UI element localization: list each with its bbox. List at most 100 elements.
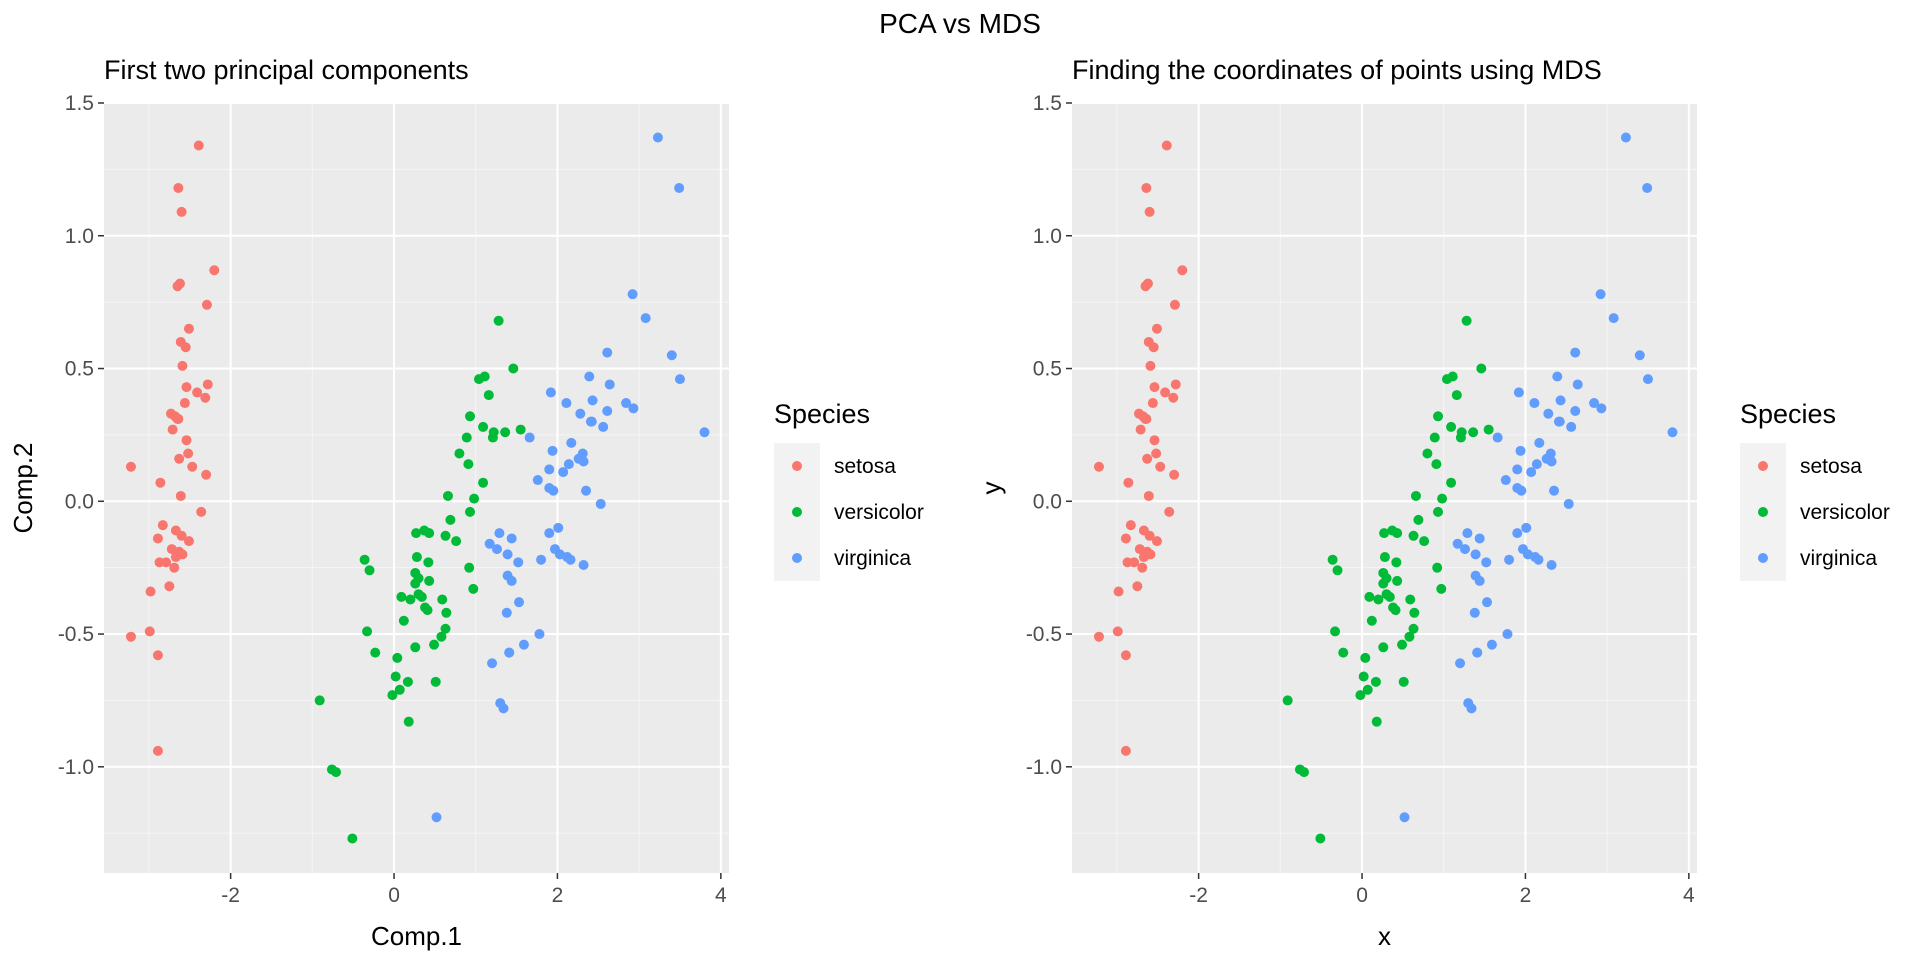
data-point-versicolor [1355, 690, 1366, 701]
data-point-versicolor [362, 626, 373, 637]
data-point-virginica [504, 647, 515, 658]
series-versicolor [314, 315, 526, 844]
data-point-setosa [152, 745, 163, 756]
data-point-setosa [176, 530, 187, 541]
data-point-versicolor [430, 676, 441, 687]
data-point-virginica [1534, 437, 1545, 448]
x-axis-title: x [1378, 921, 1391, 951]
data-point-setosa [181, 382, 192, 393]
data-point-virginica [536, 554, 547, 565]
x-tick-label: 2 [552, 884, 564, 907]
series-setosa [1093, 140, 1188, 756]
data-point-virginica [575, 408, 586, 419]
data-point-versicolor [1461, 315, 1472, 326]
y-tick-label: 1.5 [65, 92, 94, 115]
data-point-versicolor [474, 374, 484, 385]
x-tick-label: 2 [1520, 884, 1532, 907]
data-point-setosa [157, 520, 168, 531]
data-point-versicolor [396, 591, 407, 602]
data-point-setosa [1151, 536, 1162, 547]
data-point-virginica [501, 607, 512, 618]
data-point-virginica [602, 406, 613, 416]
y-tick-label: 1.5 [1033, 92, 1062, 115]
data-point-setosa [177, 360, 188, 371]
data-point-setosa [1113, 586, 1124, 597]
data-point-virginica [1620, 132, 1631, 143]
data-point-setosa [201, 469, 212, 480]
data-point-versicolor [394, 684, 405, 695]
data-point-versicolor [478, 477, 489, 488]
data-point-virginica [666, 350, 677, 361]
series-virginica [1399, 132, 1678, 823]
data-point-virginica [1462, 528, 1473, 539]
data-point-setosa [1138, 552, 1149, 563]
data-point-virginica [1553, 416, 1564, 427]
data-point-versicolor [398, 615, 409, 626]
data-point-versicolor [1413, 514, 1424, 525]
data-point-versicolor [1436, 583, 1447, 594]
data-point-setosa [200, 392, 211, 403]
data-point-versicolor [1391, 557, 1402, 568]
data-point-virginica [604, 379, 615, 390]
data-point-versicolor [469, 493, 480, 504]
y-tick-label: 0.0 [1033, 490, 1062, 513]
legend-label-virginica: virginica [1800, 547, 1877, 570]
data-point-virginica [484, 538, 495, 549]
data-point-setosa [1093, 631, 1104, 642]
data-point-versicolor [493, 315, 504, 326]
plot-background [1072, 103, 1697, 873]
data-point-versicolor [1373, 594, 1384, 605]
data-point-versicolor [364, 565, 375, 576]
data-point-virginica [532, 475, 543, 486]
data-point-setosa [174, 453, 185, 464]
data-point-virginica [513, 557, 524, 568]
data-point-setosa [152, 650, 163, 661]
data-point-virginica [544, 464, 555, 475]
data-point-versicolor [483, 390, 494, 401]
data-point-versicolor [1432, 562, 1443, 573]
legend-label-versicolor: versicolor [834, 501, 924, 524]
data-point-versicolor [461, 432, 472, 443]
data-point-versicolor [445, 514, 456, 525]
data-point-virginica [585, 416, 596, 427]
data-point-versicolor [1446, 421, 1457, 432]
data-point-versicolor [402, 676, 413, 687]
data-point-virginica [1570, 406, 1581, 416]
x-tick-label: -2 [1189, 884, 1208, 907]
data-point-versicolor [1360, 652, 1371, 663]
data-point-versicolor [1330, 626, 1341, 637]
data-point-versicolor [405, 594, 416, 605]
y-tick-label: -1.0 [58, 756, 94, 779]
data-point-setosa [202, 379, 213, 390]
data-point-virginica [494, 528, 505, 539]
data-point-versicolor [347, 833, 358, 844]
y-axis-title: Comp.2 [8, 442, 38, 533]
data-point-virginica [561, 398, 572, 409]
chart-panel-1: First two principal components -2 0 2 4 -1.0 -… [8, 55, 924, 951]
data-point-virginica [565, 554, 576, 565]
legend-title: Species [1740, 399, 1836, 429]
data-point-setosa [1125, 520, 1136, 531]
data-point-versicolor [1405, 594, 1416, 605]
data-point-setosa [1144, 530, 1155, 541]
x-tick-label: 4 [1683, 884, 1695, 907]
data-point-versicolor [411, 552, 422, 563]
data-point-virginica [1459, 544, 1470, 555]
data-point-versicolor [1381, 589, 1392, 600]
data-point-setosa [1168, 392, 1179, 403]
series-versicolor [1282, 315, 1494, 844]
data-point-versicolor [1299, 767, 1310, 778]
data-point-setosa [173, 413, 184, 424]
data-point-virginica [544, 483, 555, 493]
data-point-versicolor [500, 427, 511, 438]
data-point-virginica [1572, 379, 1583, 390]
data-point-setosa [175, 336, 186, 347]
legend: Species setosa versicolor virginica [1740, 399, 1890, 581]
data-point-versicolor [423, 557, 434, 568]
legend-key-setosa [1758, 461, 1768, 471]
data-point-versicolor [403, 716, 414, 727]
data-point-versicolor [437, 594, 448, 605]
data-point-virginica [1595, 289, 1606, 300]
data-point-versicolor [359, 554, 370, 565]
